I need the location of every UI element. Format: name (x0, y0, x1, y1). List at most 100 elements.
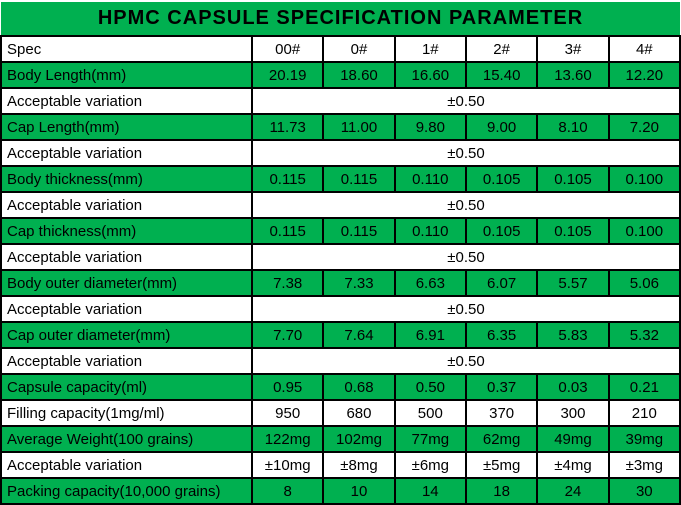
value-cell: ±5mg (464, 451, 539, 479)
value-cell: 0.105 (464, 217, 539, 245)
value-cell: 7.70 (250, 321, 325, 349)
value-cell: 9.80 (393, 113, 467, 141)
value-cell: 16.60 (393, 61, 467, 89)
row-label: Body thickness(mm) (0, 165, 253, 193)
value-cell: 62mg (464, 425, 539, 453)
value-cell: 7.33 (322, 269, 396, 297)
merged-value-cell: ±0.50 (251, 87, 681, 115)
value-cell: 950 (250, 399, 325, 427)
row-label: Acceptable variation (0, 191, 253, 219)
value-cell: 0.110 (393, 217, 467, 245)
value-cell: 18 (464, 477, 539, 505)
row-label: Average Weight(100 grains) (0, 425, 253, 453)
value-cell: 0.115 (322, 165, 396, 193)
value-cell: 15.40 (464, 61, 539, 89)
row-label: Body outer diameter(mm) (0, 269, 253, 297)
value-cell: 5.83 (536, 321, 610, 349)
table-row: Body thickness(mm) 0.115 0.115 0.110 0.105 0.… (0, 165, 681, 193)
value-cell: 122mg (250, 425, 325, 453)
table-row: Cap Length(mm) 11.73 11.00 9.80 9.00 8.10 7.20 (0, 113, 681, 141)
table-row: Body Length(mm) 20.19 18.60 16.60 15.40 13.60… (0, 61, 681, 89)
value-cell: 0.68 (322, 373, 396, 401)
value-cell: 6.35 (464, 321, 539, 349)
value-cell: 11.73 (250, 113, 325, 141)
spec-column-header: 1# (393, 35, 467, 63)
value-cell: 18.60 (322, 61, 396, 89)
merged-value-cell: ±0.50 (251, 139, 681, 167)
value-cell: ±10mg (250, 451, 325, 479)
value-cell: 14 (393, 477, 467, 505)
row-label: Acceptable variation (0, 295, 253, 323)
value-cell: 102mg (322, 425, 396, 453)
table-row: Average Weight(100 grains) 122mg 102mg 77mg… (0, 425, 681, 453)
value-cell: 500 (393, 399, 467, 427)
row-label: Body Length(mm) (0, 61, 253, 89)
value-cell: 0.21 (607, 373, 681, 401)
table-row: Spec 00# 0# 1# 2# 3# 4# (0, 35, 681, 63)
spec-column-header: 0# (322, 35, 396, 63)
value-cell: 9.00 (464, 113, 539, 141)
table-row: Body outer diameter(mm) 7.38 7.33 6.63 6.07 5… (0, 269, 681, 297)
spec-column-header: 2# (464, 35, 539, 63)
value-cell: 0.110 (393, 165, 467, 193)
value-cell: 8.10 (536, 113, 610, 141)
table-row: Acceptable variation ±10mg ±8mg ±6mg ±5mg ±4m… (0, 451, 681, 479)
row-label: Capsule capacity(ml) (0, 373, 253, 401)
spec-column-header: 3# (536, 35, 610, 63)
table-row: Packing capacity(10,000 grains) 8 10 14 18 24… (0, 477, 681, 505)
row-label: Cap outer diameter(mm) (0, 321, 253, 349)
value-cell: 8 (250, 477, 325, 505)
row-label: Cap Length(mm) (0, 113, 253, 141)
value-cell: 0.03 (536, 373, 610, 401)
value-cell: 13.60 (536, 61, 610, 89)
value-cell: 10 (322, 477, 396, 505)
value-cell: ±3mg (607, 451, 681, 479)
value-cell: 5.57 (536, 269, 610, 297)
table-row: Acceptable variation ±0.50 (0, 295, 681, 323)
value-cell: 0.100 (607, 165, 681, 193)
row-label: Acceptable variation (0, 243, 253, 271)
merged-value-cell: ±0.50 (251, 243, 681, 271)
value-cell: 0.115 (322, 217, 396, 245)
value-cell: 39mg (607, 425, 681, 453)
value-cell: 0.50 (393, 373, 467, 401)
table-row: Acceptable variation ±0.50 (0, 191, 681, 219)
value-cell: 0.105 (536, 165, 610, 193)
merged-value-cell: ±0.50 (251, 191, 681, 219)
value-cell: 77mg (393, 425, 467, 453)
merged-value-cell: ±0.50 (251, 347, 681, 375)
row-label: Packing capacity(10,000 grains) (0, 477, 253, 505)
value-cell: 30 (607, 477, 681, 505)
table-title: HPMC CAPSULE SPECIFICATION PARAMETER (1, 2, 680, 37)
row-label: Acceptable variation (0, 87, 253, 115)
row-label: Acceptable variation (0, 347, 253, 375)
value-cell: 5.32 (607, 321, 681, 349)
row-label: Acceptable variation (0, 451, 253, 479)
value-cell: 210 (607, 399, 681, 427)
value-cell: 6.91 (393, 321, 467, 349)
value-cell: 300 (536, 399, 610, 427)
row-label: Cap thickness(mm) (0, 217, 253, 245)
table-row: Acceptable variation ±0.50 (0, 347, 681, 375)
value-cell: 0.37 (464, 373, 539, 401)
table-row: Acceptable variation ±0.50 (0, 87, 681, 115)
table-row: Cap outer diameter(mm) 7.70 7.64 6.91 6.35 5.… (0, 321, 681, 349)
value-cell: ±8mg (322, 451, 396, 479)
table-row: Acceptable variation ±0.50 (0, 139, 681, 167)
value-cell: 7.38 (250, 269, 325, 297)
value-cell: 6.63 (393, 269, 467, 297)
value-cell: 0.105 (464, 165, 539, 193)
row-label: Acceptable variation (0, 139, 253, 167)
spec-row-header: Spec (0, 35, 253, 63)
value-cell: 6.07 (464, 269, 539, 297)
table-row: Cap thickness(mm) 0.115 0.115 0.110 0.105 0.1… (0, 217, 681, 245)
row-label: Filling capacity(1mg/ml) (0, 399, 253, 427)
value-cell: 0.105 (536, 217, 610, 245)
value-cell: ±4mg (536, 451, 610, 479)
value-cell: ±6mg (393, 451, 467, 479)
value-cell: 24 (536, 477, 610, 505)
value-cell: 0.115 (250, 217, 325, 245)
